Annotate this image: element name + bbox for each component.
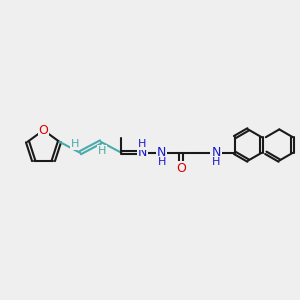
Text: N: N bbox=[138, 146, 147, 159]
Text: N: N bbox=[211, 146, 221, 159]
Text: H: H bbox=[158, 157, 166, 167]
Text: H: H bbox=[98, 146, 106, 156]
Text: O: O bbox=[176, 162, 186, 175]
Text: O: O bbox=[39, 124, 48, 137]
Text: H: H bbox=[70, 139, 79, 149]
Text: H: H bbox=[138, 139, 147, 149]
Text: H: H bbox=[212, 157, 220, 167]
Text: N: N bbox=[157, 146, 166, 159]
